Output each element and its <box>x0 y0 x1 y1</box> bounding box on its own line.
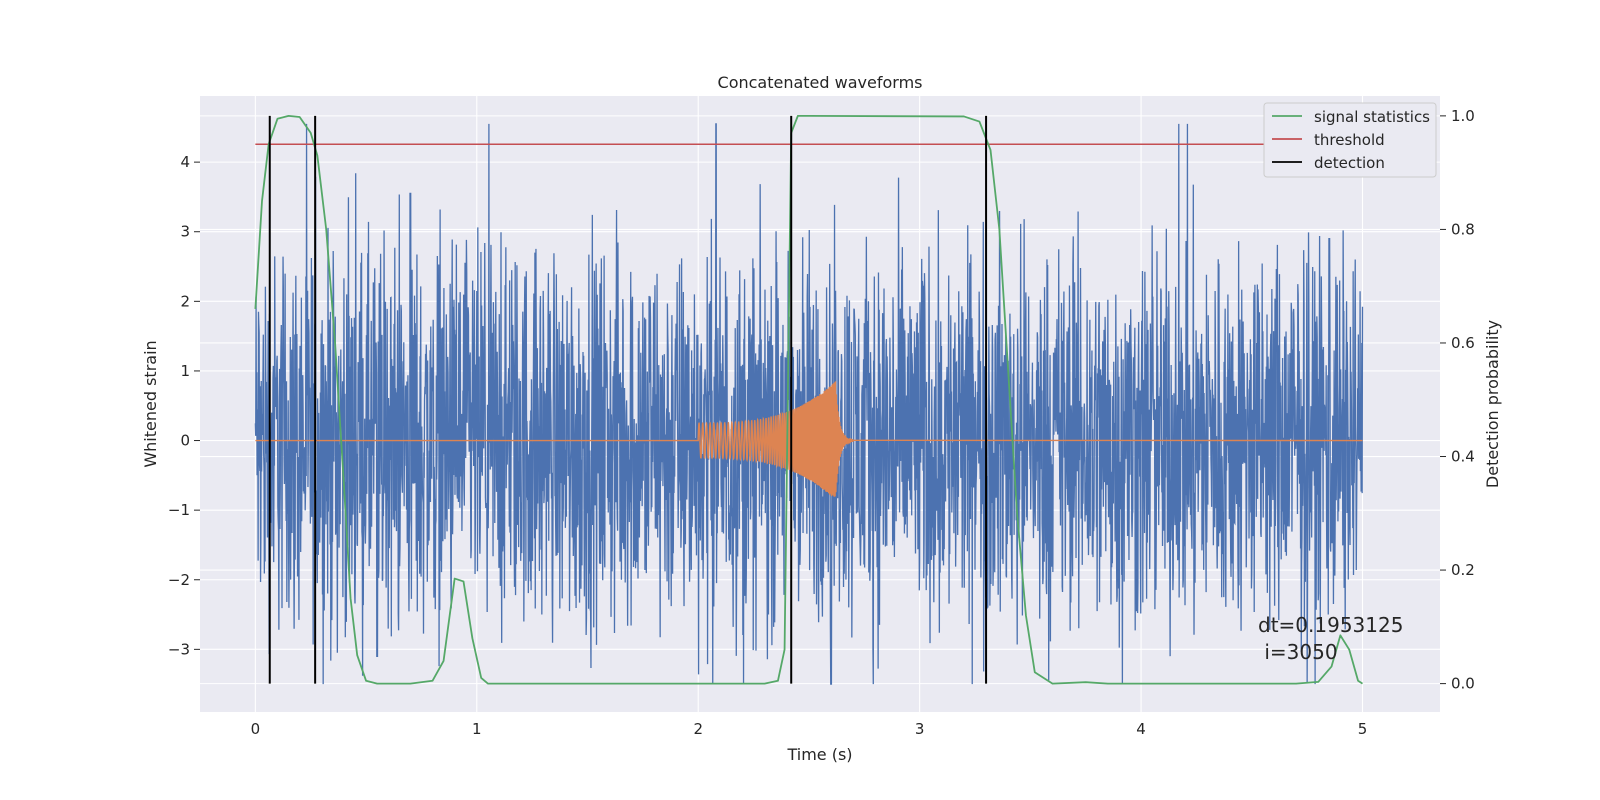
y2-tick-label: 0.6 <box>1451 334 1475 352</box>
y2-tick-label: 0.4 <box>1451 448 1475 466</box>
ticks: 0 1 2 3 4 5 −3 −2 −1 0 1 2 3 4 0.0 0.2 0.4 0.6 0.8 1.0 <box>168 107 1475 738</box>
y-tick-label: −3 <box>168 640 190 658</box>
y-tick-label: 4 <box>180 153 190 171</box>
y-tick-label: 3 <box>180 223 190 241</box>
chart-title: Concatenated waveforms <box>718 73 923 92</box>
y-tick-label: −1 <box>168 501 190 519</box>
y-tick-label: 0 <box>180 432 190 450</box>
x-tick-label: 2 <box>693 720 703 738</box>
injection-line <box>255 381 1363 497</box>
x-tick-label: 1 <box>472 720 482 738</box>
y-axis-title: Whitened strain <box>141 340 160 467</box>
legend-label-statistic: signal statistics <box>1314 108 1430 126</box>
annotation-dt: dt=0.1953125 <box>1258 613 1403 637</box>
annotation-i: i=3050 <box>1258 640 1338 664</box>
legend-box <box>1263 102 1437 178</box>
legend: signal statistics threshold detection <box>1263 102 1437 178</box>
statistic-line <box>254 114 1363 685</box>
legend-label-threshold: threshold <box>1314 131 1385 149</box>
x-tick-label: 4 <box>1136 720 1146 738</box>
y2-tick-label: 0.2 <box>1451 561 1475 579</box>
y2-tick-label: 1.0 <box>1451 107 1475 125</box>
statistic-series <box>254 114 1363 685</box>
x-tick-label: 3 <box>915 720 925 738</box>
x-tick-label: 5 <box>1358 720 1368 738</box>
y-tick-label: 1 <box>180 362 190 380</box>
y2-axis-title: Detection probability <box>1483 320 1502 488</box>
x-tick-label: 0 <box>251 720 261 738</box>
legend-label-detection: detection <box>1314 154 1385 172</box>
detection-series <box>268 115 988 684</box>
y2-tick-label: 0.8 <box>1451 220 1475 238</box>
injection-series <box>255 381 1363 497</box>
y-tick-label: −2 <box>168 571 190 589</box>
y-tick-label: 2 <box>180 292 190 310</box>
y2-tick-label: 0.0 <box>1451 675 1475 693</box>
x-axis-title: Time (s) <box>786 745 852 764</box>
